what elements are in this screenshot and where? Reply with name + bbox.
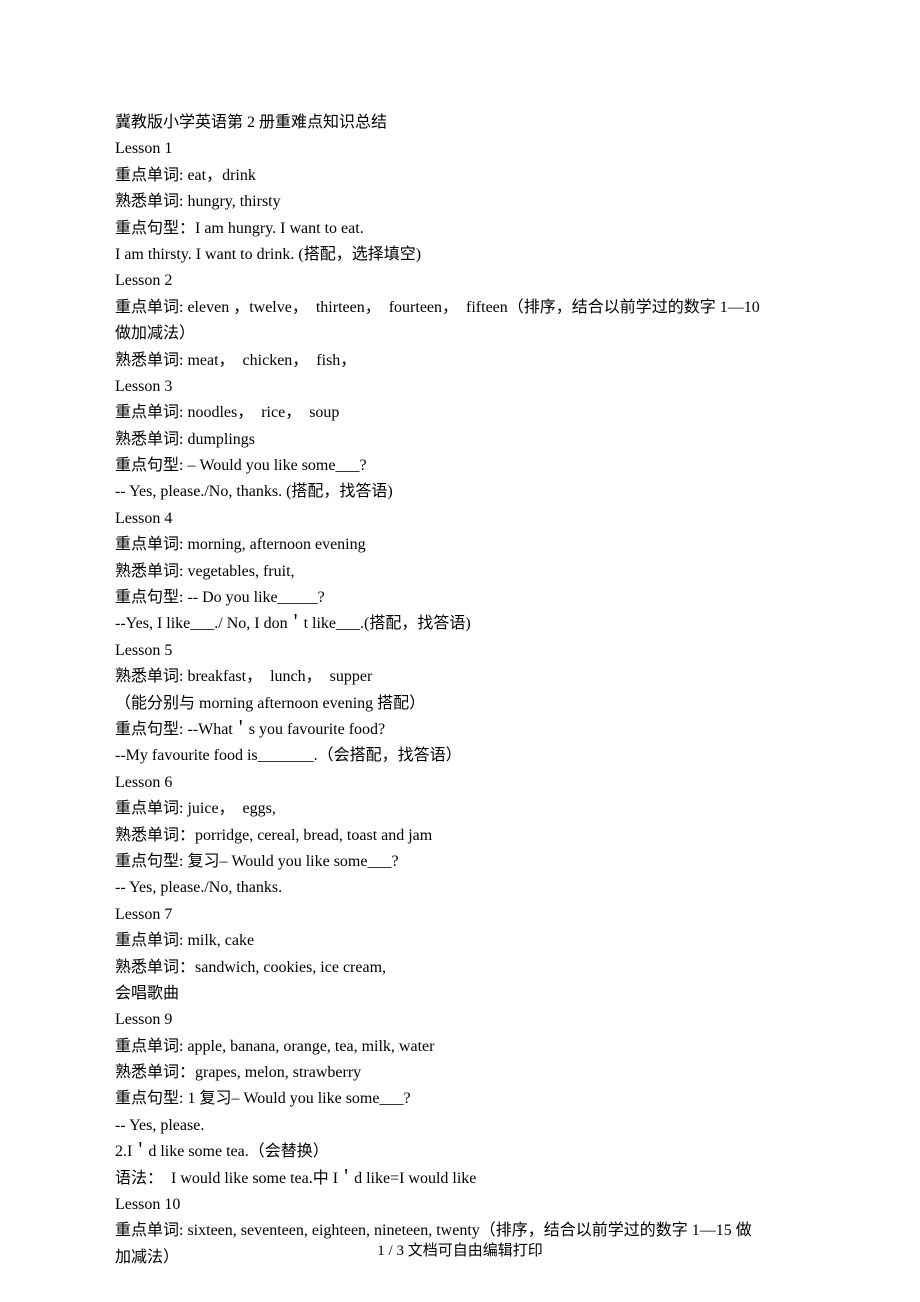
document-body: 冀教版小学英语第 2 册重难点知识总结Lesson 1重点单词: eat，dri… — [115, 110, 805, 1271]
text-line: 重点单词: morning, afternoon evening — [115, 532, 805, 558]
text-line: Lesson 1 — [115, 136, 805, 162]
text-line: 重点句型：I am hungry. I want to eat. — [115, 216, 805, 242]
text-line: 重点单词: noodles， rice， soup — [115, 400, 805, 426]
text-line: 语法： I would like some tea.中 I＇d like=I w… — [115, 1166, 805, 1192]
text-line: 重点单词: apple, banana, orange, tea, milk, … — [115, 1034, 805, 1060]
text-line: 熟悉单词: dumplings — [115, 427, 805, 453]
text-line: 重点单词: juice， eggs, — [115, 796, 805, 822]
text-line: -- Yes, please. — [115, 1113, 805, 1139]
text-line: Lesson 5 — [115, 638, 805, 664]
text-line: 重点单词: milk, cake — [115, 928, 805, 954]
text-line: Lesson 9 — [115, 1007, 805, 1033]
text-line: 重点句型: – Would you like some___? — [115, 453, 805, 479]
text-line: 熟悉单词: meat， chicken， fish， — [115, 348, 805, 374]
text-line: Lesson 7 — [115, 902, 805, 928]
text-line: 重点单词: eleven ，twelve， thirteen， fourteen… — [115, 295, 805, 321]
text-line: 做加减法） — [115, 321, 805, 347]
document-page: 冀教版小学英语第 2 册重难点知识总结Lesson 1重点单词: eat，dri… — [0, 0, 920, 1302]
text-line: Lesson 2 — [115, 268, 805, 294]
text-line: Lesson 6 — [115, 770, 805, 796]
text-line: 冀教版小学英语第 2 册重难点知识总结 — [115, 110, 805, 136]
text-line: --Yes, I like___./ No, I don＇t like___.(… — [115, 611, 805, 637]
text-line: -- Yes, please./No, thanks. (搭配，找答语) — [115, 479, 805, 505]
page-footer: 1 / 3 文档可自由编辑打印 — [0, 1239, 920, 1264]
text-line: --My favourite food is_______.（会搭配，找答语） — [115, 743, 805, 769]
text-line: Lesson 3 — [115, 374, 805, 400]
text-line: Lesson 4 — [115, 506, 805, 532]
text-line: I am thirsty. I want to drink. (搭配，选择填空) — [115, 242, 805, 268]
text-line: 重点句型: 1 复习– Would you like some___? — [115, 1086, 805, 1112]
text-line: Lesson 10 — [115, 1192, 805, 1218]
text-line: 熟悉单词: breakfast， lunch， supper — [115, 664, 805, 690]
text-line: （能分别与 morning afternoon evening 搭配） — [115, 691, 805, 717]
text-line: 2.I＇d like some tea.（会替换） — [115, 1139, 805, 1165]
text-line: 熟悉单词: hungry, thirsty — [115, 189, 805, 215]
text-line: 熟悉单词：grapes, melon, strawberry — [115, 1060, 805, 1086]
text-line: 重点单词: eat，drink — [115, 163, 805, 189]
text-line: 重点句型: -- Do you like_____? — [115, 585, 805, 611]
text-line: 会唱歌曲 — [115, 981, 805, 1007]
text-line: 重点句型: 复习– Would you like some___? — [115, 849, 805, 875]
text-line: 重点句型: --What＇s you favourite food? — [115, 717, 805, 743]
text-line: 熟悉单词：porridge, cereal, bread, toast and … — [115, 823, 805, 849]
text-line: -- Yes, please./No, thanks. — [115, 875, 805, 901]
text-line: 熟悉单词：sandwich, cookies, ice cream, — [115, 955, 805, 981]
text-line: 熟悉单词: vegetables, fruit, — [115, 559, 805, 585]
